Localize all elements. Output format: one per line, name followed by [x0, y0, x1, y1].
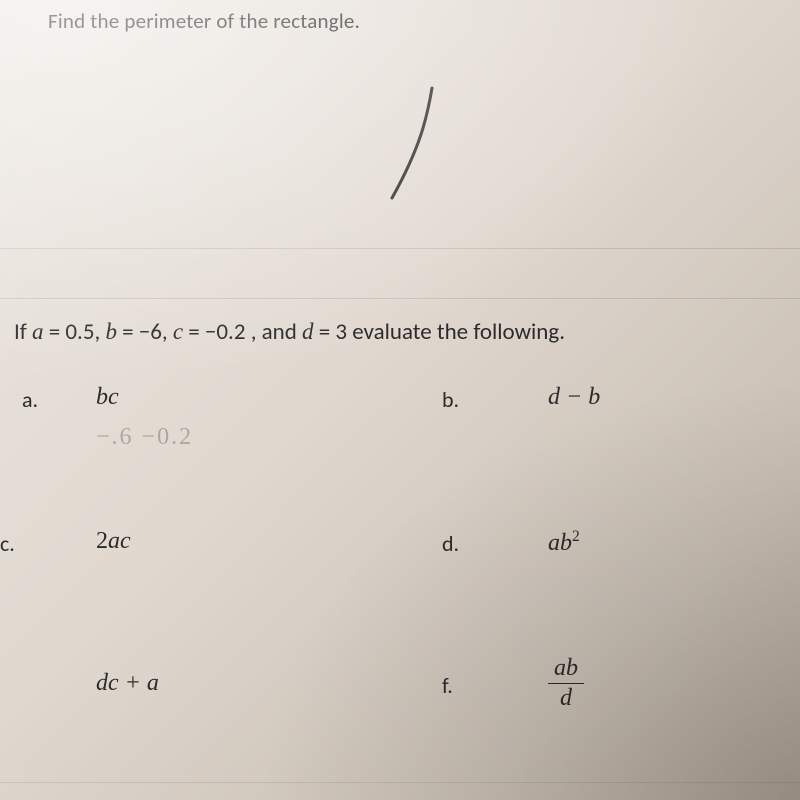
top-question: Find the perimeter of the rectangle. [48, 8, 360, 34]
evaluate-prompt: If a = 0.5, b = −6, c = −0.2 , and d = 3… [14, 318, 565, 346]
worksheet-page: Find the perimeter of the rectangle. If … [0, 0, 800, 800]
rule-line-1 [0, 248, 800, 249]
var-d: d [302, 319, 314, 344]
item-a-expr: bc [96, 384, 119, 411]
item-b-label: b. [442, 386, 459, 413]
rule-line-2 [0, 298, 800, 299]
item-b-expr: d − b [548, 384, 600, 411]
item-a-label: a. [22, 386, 38, 413]
fraction-numerator: ab [548, 656, 584, 684]
item-d-base: ab [548, 530, 572, 556]
eq-c: = −0.2 , and [183, 318, 302, 346]
item-f-label: f. [442, 672, 453, 699]
eq-b: = −6, [117, 318, 173, 346]
rule-line-bottom [0, 782, 800, 783]
item-d-label: d. [442, 530, 459, 557]
item-c-expr: 2ac [96, 528, 131, 555]
pen-scribble-path [392, 88, 432, 198]
eq-d: = 3 evaluate the following. [314, 318, 566, 346]
var-a: a [32, 319, 44, 344]
item-d-sup: 2 [572, 528, 580, 545]
item-f-expr: ab d [548, 656, 584, 711]
pen-scribble [372, 78, 492, 228]
var-b: b [105, 319, 117, 344]
item-e-expr: dc + a [96, 670, 159, 697]
item-c-label: c. [0, 530, 15, 557]
eq-a: = 0.5, [44, 318, 106, 346]
pencil-work-a: −.6 −0.2 [96, 424, 193, 451]
item-d-expr: ab2 [548, 528, 580, 557]
fraction: ab d [548, 656, 584, 711]
fraction-denominator: d [548, 684, 584, 711]
var-c: c [173, 319, 183, 344]
prompt-prefix: If [14, 318, 32, 346]
